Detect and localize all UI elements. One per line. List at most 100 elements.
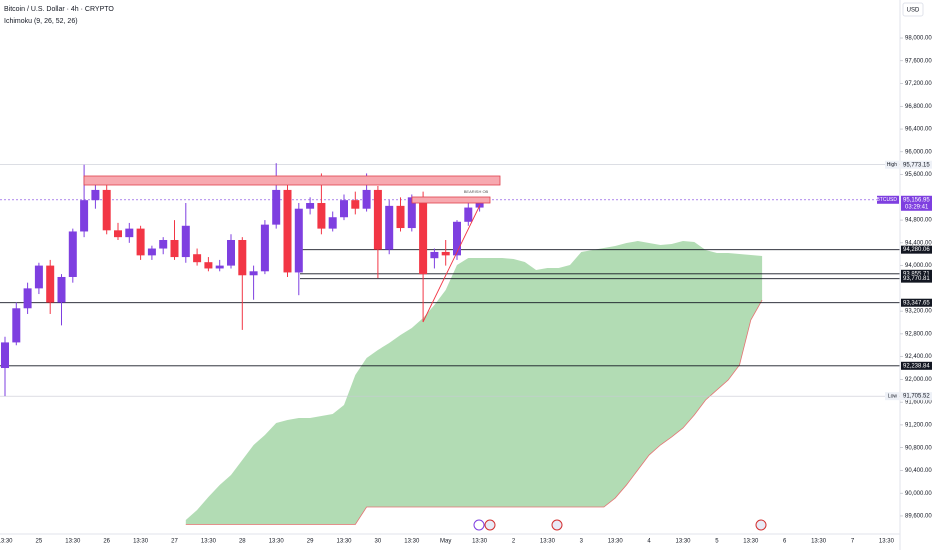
x-tick-label: 30 [375, 539, 382, 545]
candle-body [215, 265, 224, 269]
price-level-tag [901, 269, 932, 278]
y-tick-label: 96,400.00 [905, 127, 932, 133]
candle-body [12, 308, 21, 343]
x-tick-label: 7 [851, 539, 855, 545]
candle-body [91, 189, 100, 201]
x-tick-label: 29 [307, 539, 314, 545]
level-name-tag [885, 392, 899, 401]
candle-body [328, 217, 337, 229]
y-tick-label: 96,800.00 [905, 104, 932, 110]
y-tick-label: 91,600.00 [905, 400, 932, 406]
candle-body [407, 197, 416, 229]
candle-body [46, 265, 55, 303]
x-tick-label: 26 [103, 539, 110, 545]
price-level-tag [901, 160, 932, 169]
candle-body [385, 205, 394, 250]
indicator-label: Ichimoku (9, 26, 52, 26) [4, 18, 78, 25]
zone-annotation: BEARISH OB [464, 189, 489, 194]
event-flag[interactable] [551, 519, 563, 531]
candle-body [475, 199, 484, 208]
x-tick-label: 13:30 [811, 539, 827, 545]
price-level-label: 93,347.65 [903, 300, 930, 306]
x-tick-label: 13:30 [540, 539, 556, 545]
x-tick-label: 3 [580, 539, 584, 545]
event-icon[interactable] [473, 519, 485, 531]
candle-body [317, 203, 326, 229]
y-tick-label: 95,600.00 [905, 172, 932, 178]
candle-body [159, 239, 168, 249]
candle-body [80, 200, 89, 232]
cloud-lower-edge [185, 299, 763, 525]
x-tick-label: 28 [239, 539, 246, 545]
price-level-tag [901, 245, 932, 254]
candle-body [419, 197, 428, 275]
x-tick-label: 13:30 [608, 539, 624, 545]
candle-body [283, 189, 292, 273]
candle-body [453, 221, 461, 256]
currency-button[interactable] [902, 2, 924, 17]
y-tick-label: 90,800.00 [905, 445, 932, 451]
x-tick-label: 25 [36, 539, 43, 545]
y-tick-label: 94,000.00 [905, 263, 932, 269]
candle-body [272, 189, 281, 225]
candle-body [57, 276, 66, 303]
x-tick-label: 13:30 [201, 539, 217, 545]
price-level-label: 95,156.95 [903, 197, 930, 203]
price-level-tag [901, 361, 932, 370]
candle-body [396, 205, 405, 229]
candle-body [23, 288, 32, 309]
candle-body [260, 224, 269, 272]
x-tick-label: 6 [783, 539, 787, 545]
price-level-label: 92,238.84 [903, 363, 930, 369]
chart-title: Bitcoin / U.S. Dollar · 4h · CRYPTO [4, 6, 114, 13]
candle-body [227, 239, 235, 266]
y-tick-label: 93,200.00 [905, 309, 932, 315]
y-tick-label: 92,800.00 [905, 331, 932, 337]
y-tick-label: 89,600.00 [905, 514, 932, 520]
candle-body [249, 271, 258, 276]
event-flag[interactable] [484, 519, 496, 531]
price-level-label: 93,855.71 [903, 271, 930, 277]
price-level-label: 91,705.52 [903, 394, 930, 400]
x-tick-label: May [440, 539, 451, 545]
x-tick-label: 2 [512, 539, 516, 545]
y-tick-label: 92,400.00 [905, 354, 932, 360]
y-tick-label: 94,800.00 [905, 218, 932, 224]
price-level-tag [901, 195, 932, 211]
candle-body [1, 342, 9, 369]
candle-body [68, 231, 77, 277]
level-name: Low [888, 393, 898, 399]
candle-body [294, 208, 303, 273]
currency[interactable]: USD [907, 8, 920, 14]
candle-body [34, 265, 43, 289]
y-tick-label: 90,000.00 [905, 491, 932, 497]
price-level-tag [901, 392, 932, 401]
candle-body [373, 189, 382, 250]
candle-body [102, 189, 111, 231]
x-tick-label: 13:30 [133, 539, 149, 545]
y-tick-label: 97,200.00 [905, 81, 932, 87]
y-tick-label: 97,600.00 [905, 58, 932, 64]
x-tick-label: 13:30 [404, 539, 420, 545]
event-flag[interactable] [755, 519, 767, 531]
resistance-zone [83, 175, 501, 186]
x-tick-label: 5 [715, 539, 719, 545]
candle-body [464, 207, 473, 222]
price-level-tag [901, 298, 932, 307]
candle-body [136, 228, 145, 256]
ichimoku-cloud [185, 241, 763, 525]
candle-body [340, 200, 348, 218]
level-name-tag [877, 195, 899, 204]
y-tick-label: 94,400.00 [905, 240, 932, 246]
x-tick-label: 13:30 [472, 539, 488, 545]
candle-body [125, 228, 134, 238]
x-tick-label: 13:30 [879, 539, 895, 545]
price-level-label: 94,280.06 [903, 247, 930, 253]
y-tick-label: 92,000.00 [905, 377, 932, 383]
candle-body [238, 239, 247, 276]
candle-body [170, 239, 179, 258]
x-tick-label: 13:30 [65, 539, 81, 545]
clip-mask [0, 532, 900, 550]
price-level-label: 93,770.81 [903, 276, 930, 282]
